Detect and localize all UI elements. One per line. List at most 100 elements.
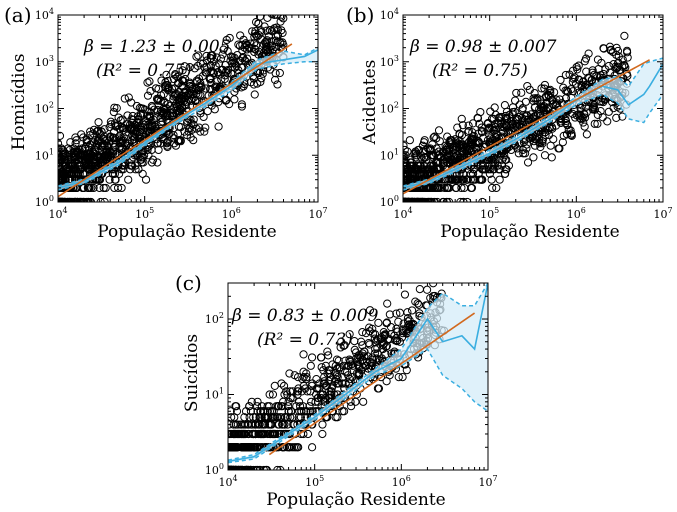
scatter-point [444,153,453,162]
power-law-fit-line [58,43,293,198]
scatter-point [348,361,358,370]
scatter-point [89,183,98,193]
scatter-point [379,339,389,348]
scatter-point [354,371,363,380]
scatter-point [164,130,173,139]
scatter-point [151,114,160,123]
scatter-point [421,145,430,155]
scatter-point [163,76,172,86]
scatter-point [268,429,277,439]
scatter-point [96,129,105,138]
scatter-point [414,300,424,309]
scatter-point [410,149,419,158]
scatter-point [170,91,180,100]
scatter-point [261,15,266,16]
scatter-point [262,37,271,46]
scatter-point [144,126,153,136]
y-tick-label: 100 [35,194,54,209]
axis-ticks: 104 105 106 107 100 101 102 103 104 [380,7,673,221]
scatter-point [105,123,114,132]
scatter-point [180,127,189,136]
scatter-point [232,407,242,416]
scatter-point [454,139,463,148]
scatter-point [461,145,470,155]
scatter-point [228,413,236,422]
scatter-point [372,354,381,363]
scatter-point [98,141,107,150]
scatter-point [86,127,95,136]
scatter-point [161,81,171,90]
scatter-point [256,429,266,439]
scatter-point [163,141,172,150]
scatter-point [412,151,421,160]
scatter-point [457,114,466,123]
scatter-point [290,371,299,380]
scatter-point [508,103,518,112]
scatter-point [71,139,80,148]
scatter-point [250,443,259,452]
y-tick-label: 103 [380,54,399,69]
scatter-point [530,112,539,121]
scatter-point [487,175,496,184]
scatter-point [291,443,300,452]
scatter-point [259,429,268,439]
scatter-point [277,413,286,422]
scatter-point [272,15,281,19]
scatter-point [58,131,65,140]
scatter-point [501,169,510,178]
scatter-point [346,356,355,365]
y-tick-label: 101 [380,147,399,162]
scatter-point [531,102,540,112]
band-upper-edge [228,283,488,461]
scatter-point [622,46,632,55]
scatter-point [327,384,336,393]
scatter-point [143,78,152,87]
scatter-point [544,90,553,99]
scatter-point [320,397,329,406]
scatter-point [162,138,172,147]
scatter-point [274,402,283,411]
scatter-point [301,413,310,422]
scatter-point [187,82,196,92]
scatter-point [178,66,187,75]
scatter-point [597,58,606,68]
scatter-point [572,111,581,120]
scatter-point [588,104,597,114]
scatter-point [82,155,91,164]
scatter-point [582,67,591,76]
scatter-point [87,151,96,160]
scatter-point [590,101,599,110]
scatter-point [402,366,411,375]
scatter-point [105,147,114,156]
panel-a-y-axis-label: Homicídios [9,54,29,151]
scatter-point [196,79,205,88]
scatter-point [306,361,315,370]
scatter-point [433,269,440,276]
scatter-point [467,183,477,193]
scatter-point [118,139,127,148]
scatter-point [249,74,258,83]
scatter-point [128,161,137,170]
scatter-point [484,165,493,174]
scatter-point [318,420,327,429]
scatter-point [367,361,376,370]
scatter-point [58,145,67,155]
scatter-point [452,183,461,193]
scatter-point [233,50,242,60]
scatter-point [264,420,273,429]
scatter-point [110,183,119,193]
scatter-point [238,40,247,49]
x-tick-label: 104 [48,206,67,221]
scatter-point [80,144,90,153]
scatter-point [327,390,336,399]
panel-a-x-axis-label: População Residente [97,222,277,242]
scatter-point [604,107,613,116]
scatter-point [590,119,599,128]
scatter-point [90,138,99,147]
scatter-point [255,15,265,21]
scatter-point [373,384,383,393]
scatter-point [500,101,509,110]
scatter-point [568,87,578,96]
scatter-points [58,15,288,202]
scatter-point [110,127,119,136]
